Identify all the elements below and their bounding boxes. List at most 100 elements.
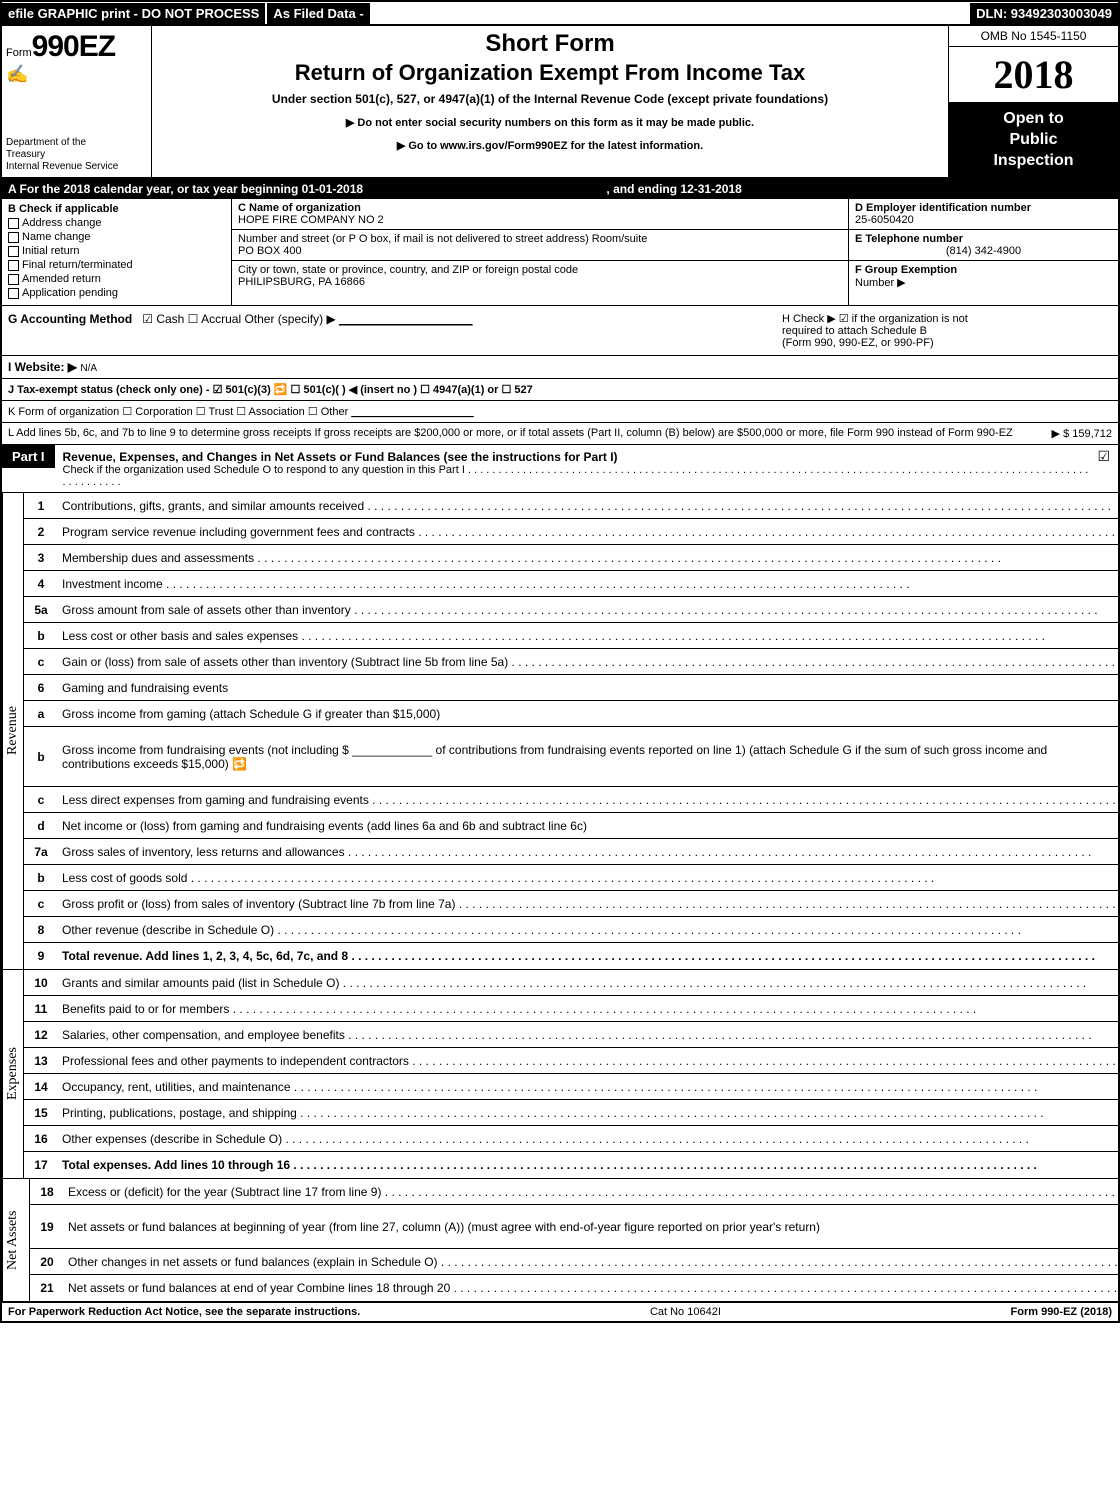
short-form: Short Form [160, 30, 940, 58]
header-left: Form990EZ ✍ Department of the Treasury I… [2, 26, 152, 177]
line-17: 17 Total expenses. Add lines 10 through … [24, 1152, 1120, 1178]
line-20: 20 Other changes in net assets or fund b… [30, 1249, 1120, 1275]
tel-val: (814) 342-4900 [855, 245, 1112, 257]
goto: ▶ Go to www.irs.gov/Form990EZ for the la… [160, 139, 940, 152]
org-city-row: City or town, state or province, country… [232, 261, 848, 291]
netassets-block: Net Assets 18 Excess or (deficit) for th… [2, 1179, 1118, 1303]
line-12: 12 Salaries, other compensation, and emp… [24, 1022, 1120, 1048]
warn: ▶ Do not enter social security numbers o… [160, 116, 940, 129]
k-underline: ____________________ [351, 406, 473, 418]
form-number: Form990EZ ✍ [6, 30, 147, 85]
line-6a: a Gross income from gaming (attach Sched… [24, 701, 1120, 727]
row-i: I Website: ▶ N/A [2, 356, 1118, 379]
footer-right: Form 990-EZ (2018) [1011, 1306, 1112, 1318]
side-label-revenue: Revenue [2, 493, 23, 969]
part-i-sub: Check if the organization used Schedule … [63, 464, 1090, 488]
line-5a: 5a Gross amount from sale of assets othe… [24, 597, 1120, 623]
line-7c: c Gross profit or (loss) from sales of i… [24, 891, 1120, 917]
h-schedule-b: H Check ▶ ☑ if the organization is not r… [782, 312, 1112, 349]
side-col-expenses: Expenses [2, 970, 24, 1178]
title: Return of Organization Exempt From Incom… [160, 60, 940, 86]
cb-final-return[interactable]: Final return/terminated [8, 259, 225, 271]
line-14: 14 Occupancy, rent, utilities, and maint… [24, 1074, 1120, 1100]
org-city-val: PHILIPSBURG, PA 16866 [238, 276, 365, 288]
revenue-block: Revenue 1 Contributions, gifts, grants, … [2, 493, 1118, 970]
netassets-lines: 18 Excess or (deficit) for the year (Sub… [30, 1179, 1120, 1301]
g-opts: ☑ Cash ☐ Accrual Other (specify) ▶ [142, 312, 335, 326]
group-lbl2: Number ▶ [855, 277, 906, 289]
line-6d: d Net income or (loss) from gaming and f… [24, 813, 1120, 839]
footer-left: For Paperwork Reduction Act Notice, see … [8, 1306, 360, 1318]
line-1: 1 Contributions, gifts, grants, and simi… [24, 493, 1120, 519]
side-col-netassets: Net Assets [2, 1179, 30, 1301]
cb-application-pending[interactable]: Application pending [8, 287, 225, 299]
accounting-method: G Accounting Method ☑ Cash ☐ Accrual Oth… [8, 312, 782, 349]
line-15: 15 Printing, publications, postage, and … [24, 1100, 1120, 1126]
open-public: Open to Public Inspection [949, 103, 1118, 177]
cb-name-change[interactable]: Name change [8, 231, 225, 243]
line-4: 4 Investment income 4 3,445 [24, 571, 1120, 597]
h-text2: required to attach Schedule B [782, 325, 1112, 337]
line-6b: b Gross income from fundraising events (… [24, 727, 1120, 787]
form-number-big: 990EZ [32, 30, 115, 63]
part-i-title-text: Revenue, Expenses, and Changes in Net As… [63, 450, 618, 464]
line-19: 19 Net assets or fund balances at beginn… [30, 1205, 1120, 1249]
cb-initial-return[interactable]: Initial return [8, 245, 225, 257]
line-2: 2 Program service revenue including gove… [24, 519, 1120, 545]
efile-label: efile GRAPHIC print - DO NOT PROCESS [2, 3, 265, 24]
j-text: J Tax-exempt status (check only one) - ☑… [8, 384, 533, 396]
i-val: N/A [80, 363, 97, 374]
line-10: 10 Grants and similar amounts paid (list… [24, 970, 1120, 996]
g-label: G Accounting Method [8, 312, 132, 326]
open3: Inspection [953, 151, 1114, 172]
line-5b: b Less cost or other basis and sales exp… [24, 623, 1120, 649]
top-bar: efile GRAPHIC print - DO NOT PROCESS As … [2, 2, 1118, 26]
asfiled-label: As Filed Data - [267, 3, 369, 24]
tax-year: 2018 [949, 47, 1118, 103]
col-def: D Employer identification number 25-6050… [848, 199, 1118, 305]
k-text: K Form of organization ☐ Corporation ☐ T… [8, 406, 348, 418]
header: Form990EZ ✍ Department of the Treasury I… [2, 26, 1118, 179]
line-18: 18 Excess or (deficit) for the year (Sub… [30, 1179, 1120, 1205]
part-i-title: Revenue, Expenses, and Changes in Net As… [55, 446, 1098, 492]
form-990ez-page: efile GRAPHIC print - DO NOT PROCESS As … [0, 0, 1120, 1323]
line-3: 3 Membership dues and assessments 3 [24, 545, 1120, 571]
g-underline: ____________________ [339, 312, 472, 326]
row-j: J Tax-exempt status (check only one) - ☑… [2, 379, 1118, 401]
h-text1: H Check ▶ ☑ if the organization is not [782, 312, 1112, 325]
line-11: 11 Benefits paid to or for members 11 [24, 996, 1120, 1022]
cb-address-change[interactable]: Address change [8, 217, 225, 229]
line-a-ending: , and ending 12-31-2018 [606, 182, 741, 196]
side-label-netassets: Net Assets [2, 1179, 23, 1301]
tel-row: E Telephone number (814) 342-4900 [849, 230, 1118, 261]
tel-lbl: E Telephone number [855, 233, 963, 245]
line-6c: c Less direct expenses from gaming and f… [24, 787, 1120, 813]
footer: For Paperwork Reduction Act Notice, see … [2, 1303, 1118, 1321]
group-exempt-row: F Group Exemption Number ▶ [849, 261, 1118, 305]
part-i-header: Part I Revenue, Expenses, and Changes in… [2, 445, 1118, 493]
col-b: B Check if applicable Address change Nam… [2, 199, 232, 305]
part-i-check: ☑ [1097, 448, 1118, 465]
line-5c: c Gain or (loss) from sale of assets oth… [24, 649, 1120, 675]
line-9: 9 Total revenue. Add lines 1, 2, 3, 4, 5… [24, 943, 1120, 969]
line-7a: 7a Gross sales of inventory, less return… [24, 839, 1120, 865]
open2: Public [953, 130, 1114, 151]
side-col-revenue: Revenue [2, 493, 24, 969]
col-b-hdr: B Check if applicable [8, 203, 225, 215]
org-addr-row: Number and street (or P O box, if mail i… [232, 230, 848, 261]
line-13: 13 Professional fees and other payments … [24, 1048, 1120, 1074]
org-city-lbl: City or town, state or province, country… [238, 264, 578, 276]
row-gh: G Accounting Method ☑ Cash ☐ Accrual Oth… [2, 306, 1118, 356]
org-name-row: C Name of organization HOPE FIRE COMPANY… [232, 199, 848, 230]
cb-amended-return[interactable]: Amended return [8, 273, 225, 285]
expenses-lines: 10 Grants and similar amounts paid (list… [24, 970, 1120, 1178]
form-prefix: Form [6, 47, 32, 59]
col-c: C Name of organization HOPE FIRE COMPANY… [232, 199, 848, 305]
footer-mid: Cat No 10642I [650, 1306, 721, 1318]
dept3: Internal Revenue Service [6, 161, 147, 173]
ein-val: 25-6050420 [855, 214, 914, 226]
i-label: I Website: ▶ [8, 360, 77, 374]
subtitle: Under section 501(c), 527, or 4947(a)(1)… [160, 92, 940, 106]
part-i-tag: Part I [2, 445, 55, 468]
line-8: 8 Other revenue (describe in Schedule O)… [24, 917, 1120, 943]
